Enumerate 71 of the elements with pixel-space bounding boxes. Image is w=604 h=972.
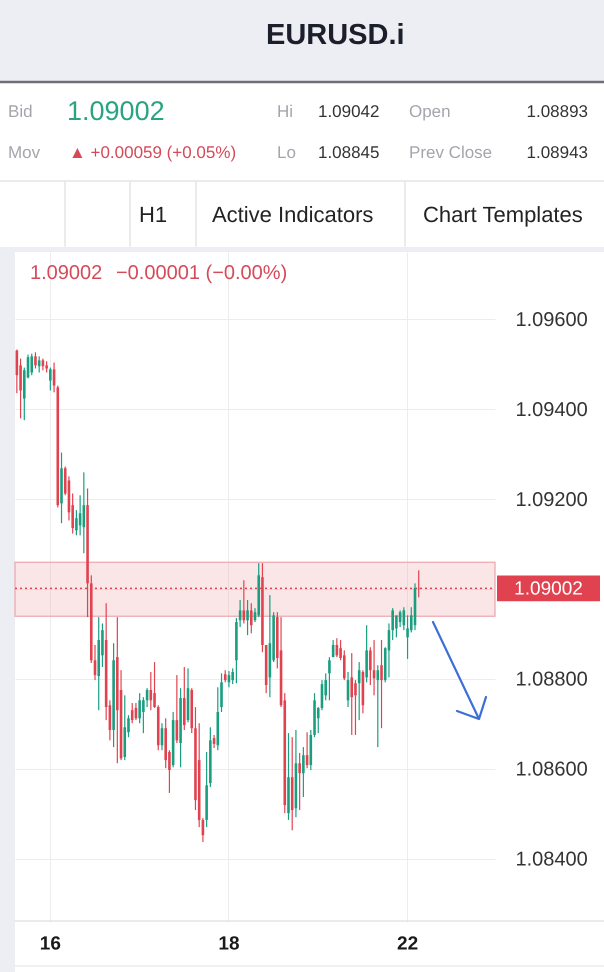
candlestick	[346, 671, 350, 708]
candlestick	[250, 602, 253, 634]
candlestick	[372, 639, 376, 696]
text: Prev Close	[409, 143, 492, 162]
candlestick	[354, 679, 357, 736]
candlestick	[130, 702, 134, 724]
annotation: −0.00001 (−0.00%)	[116, 262, 288, 284]
candlestick	[238, 599, 242, 628]
candlestick	[78, 494, 82, 536]
candlestick	[212, 734, 216, 749]
y-tick-label: 1.09200	[516, 488, 588, 511]
y-tick-label: 1.08400	[516, 848, 588, 871]
text: 1.08943	[526, 143, 588, 162]
text: Open	[409, 102, 451, 121]
candlestick	[160, 722, 164, 751]
x-tick-label: 18	[218, 934, 240, 954]
candlestick	[328, 656, 331, 701]
candlestick	[34, 352, 37, 370]
text: ▲ +0.00059 (+0.05%)	[69, 143, 236, 162]
text: Bid	[8, 102, 33, 121]
candlestick	[138, 692, 141, 724]
candlestick	[49, 366, 52, 392]
candlestick	[402, 606, 406, 631]
candlestick	[302, 746, 305, 798]
candlestick	[52, 362, 56, 393]
candlestick	[369, 646, 372, 686]
y-tick-label: 1.09400	[516, 398, 588, 421]
candlestick	[134, 702, 138, 721]
text: 1.08893	[526, 102, 588, 121]
candlestick	[398, 610, 402, 628]
candlestick	[228, 670, 230, 688]
y-tick-label: 1.08600	[516, 758, 588, 781]
candlestick	[332, 639, 334, 658]
text: Hi	[277, 102, 294, 121]
candlestick	[231, 668, 234, 685]
text: H1	[139, 202, 168, 227]
candlestick	[380, 639, 383, 729]
candlestick	[30, 353, 34, 376]
candlestick	[224, 670, 227, 683]
text: Lo	[277, 143, 296, 162]
y-tick-label: 1.08800	[516, 668, 588, 691]
candlestick	[75, 510, 78, 536]
candlestick	[376, 664, 380, 748]
candlestick	[395, 614, 398, 638]
candlestick	[146, 688, 148, 708]
chart-title: EURUSD.i	[266, 19, 405, 51]
candlestick	[45, 360, 48, 374]
candlestick	[38, 356, 40, 374]
text: Mov	[8, 143, 41, 162]
candlestick	[358, 661, 360, 721]
text: Chart Templates	[423, 202, 583, 227]
candlestick	[82, 472, 86, 554]
candlestick	[246, 599, 249, 636]
candlestick	[42, 358, 44, 371]
text: Active Indicators	[212, 202, 374, 227]
candlestick	[306, 732, 308, 769]
y-tick-label: 1.09600	[516, 308, 588, 331]
candlestick	[298, 752, 301, 811]
candlestick	[343, 650, 346, 681]
x-tick-label: 22	[396, 934, 418, 954]
candlestick	[142, 696, 145, 734]
text: 1.08845	[318, 143, 380, 162]
ref-line-label: 1.09002	[514, 578, 583, 600]
text: 1.09002	[67, 96, 165, 126]
candlestick	[176, 674, 178, 744]
candlestick	[350, 652, 354, 736]
candlestick	[150, 671, 152, 711]
candlestick	[336, 638, 338, 658]
text: 1.09042	[318, 102, 380, 121]
annotation: 1.09002	[30, 262, 102, 284]
x-tick-label: 16	[40, 934, 61, 954]
